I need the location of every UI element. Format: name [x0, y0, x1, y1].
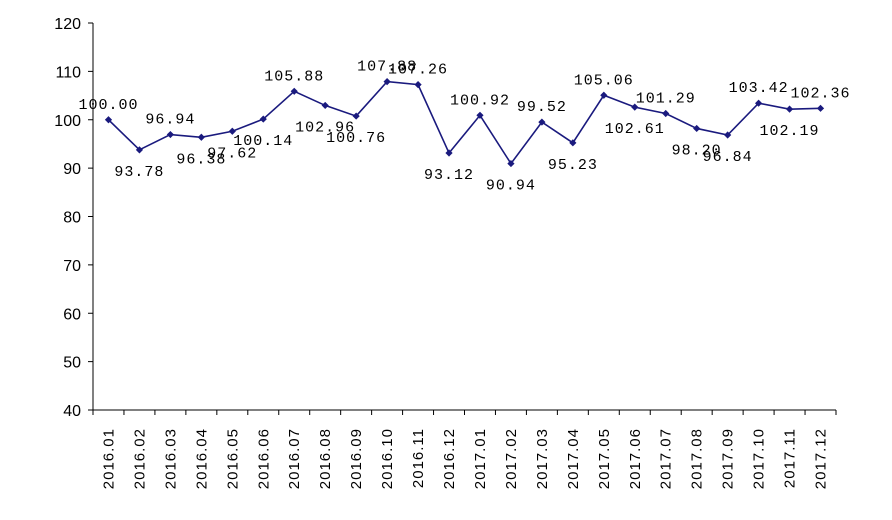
data-label: 100.14 [233, 133, 293, 150]
x-tick-label: 2017.10 [751, 428, 768, 489]
data-label: 95.23 [548, 157, 598, 174]
data-label: 103.42 [729, 80, 789, 97]
data-point [197, 133, 205, 141]
data-label: 93.78 [114, 164, 164, 181]
x-tick-label: 2016.01 [100, 428, 117, 489]
data-label: 96.38 [176, 151, 226, 168]
data-point [816, 104, 825, 112]
data-label: 101.29 [636, 91, 696, 108]
data-label: 107.88 [357, 59, 417, 76]
data-label: 100.76 [326, 130, 386, 147]
data-point [383, 78, 391, 86]
y-tick-label: 50 [63, 355, 81, 372]
y-tick-label: 70 [63, 258, 81, 275]
y-tick-label: 120 [54, 16, 81, 33]
y-tick-label: 90 [63, 161, 81, 178]
x-tick-label: 2016.11 [410, 428, 427, 488]
data-point [631, 103, 639, 111]
data-point [755, 99, 763, 107]
x-tick-label: 2016.04 [193, 428, 210, 489]
x-tick-label: 2017.02 [503, 428, 520, 489]
data-label: 102.61 [605, 121, 665, 138]
data-point [135, 146, 144, 154]
data-label: 93.12 [424, 167, 474, 184]
data-label: 98.20 [672, 142, 722, 159]
data-point [476, 111, 484, 119]
data-label: 100.00 [78, 97, 138, 114]
x-tick-label: 2017.01 [472, 428, 489, 489]
data-label: 105.06 [574, 72, 634, 89]
data-label: 102.19 [760, 123, 820, 140]
data-label: 102.36 [791, 85, 851, 102]
y-tick-label: 40 [63, 403, 81, 420]
x-tick-label: 2017.06 [627, 428, 644, 489]
y-tick-label: 110 [55, 64, 81, 81]
data-point [693, 124, 701, 133]
x-tick-label: 2017.07 [658, 428, 675, 489]
x-tick-label: 2017.05 [596, 428, 613, 489]
data-point [507, 159, 515, 168]
axes: 40 50 60 70 80 90 100 110 120 2016.01 2016.02 2016.… [54, 16, 837, 489]
x-tick-label: 2016.05 [224, 428, 241, 489]
data-point [352, 112, 360, 120]
data-label: 107.26 [388, 62, 448, 79]
data-label: 96.94 [145, 112, 195, 129]
series-line [107, 80, 821, 165]
x-tick-label: 2017.04 [565, 428, 582, 489]
x-tick-label: 2016.02 [131, 428, 148, 489]
x-tick-label: 2016.10 [379, 428, 396, 489]
data-label: 100.92 [450, 92, 510, 109]
series-marks [104, 78, 825, 168]
data-label: 97.62 [207, 145, 257, 162]
data-point [538, 118, 546, 126]
data-point [321, 101, 329, 110]
y-tick-label: 100 [54, 113, 81, 130]
y-tick-label: 80 [63, 210, 81, 227]
data-label: 96.84 [703, 149, 753, 166]
x-tick-label: 2016.12 [441, 428, 458, 489]
x-tick-label: 2017.03 [534, 428, 551, 489]
data-point [228, 127, 236, 135]
data-point [414, 81, 422, 89]
data-point [785, 105, 794, 113]
data-point [724, 131, 732, 139]
x-tick-label: 2016.07 [286, 428, 303, 489]
x-tick-label: 2016.06 [255, 428, 272, 489]
x-tick-label: 2016.09 [348, 428, 365, 489]
data-point [290, 87, 298, 95]
x-tick-label: 2017.09 [720, 428, 737, 489]
data-label: 99.52 [517, 99, 567, 116]
data-label: 105.88 [264, 68, 324, 85]
x-tick-label: 2017.12 [813, 428, 830, 489]
data-point [104, 116, 113, 124]
x-tick-label: 2016.08 [317, 428, 334, 489]
y-tick-label: 60 [63, 306, 81, 323]
data-point [600, 91, 608, 99]
x-tick-label: 2017.08 [689, 428, 706, 489]
data-label: 90.94 [486, 178, 536, 195]
data-point [569, 139, 577, 147]
x-tick-label: 2017.11 [782, 428, 799, 488]
x-tick-label: 2016.03 [162, 428, 179, 489]
data-point [259, 115, 267, 123]
data-point [445, 149, 453, 157]
data-point [166, 130, 174, 139]
data-point [662, 109, 670, 118]
data-label: 102.96 [295, 119, 355, 136]
